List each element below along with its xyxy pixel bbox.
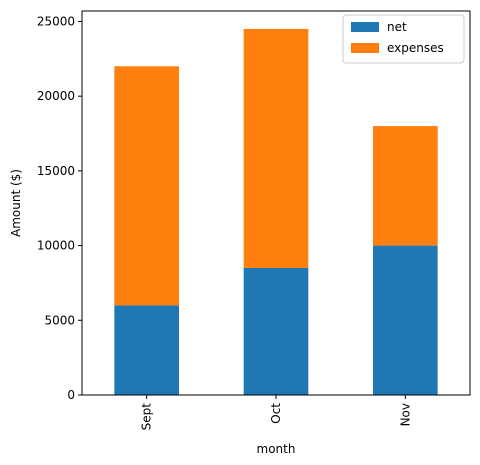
x-tick-label: Nov	[398, 403, 412, 426]
y-tick-label: 25000	[37, 14, 75, 28]
bar-group	[114, 28, 438, 395]
legend-label-net: net	[387, 20, 407, 34]
bar-expenses-nov	[373, 126, 438, 246]
x-tick-label: Oct	[269, 403, 283, 424]
legend-swatch-expenses	[351, 43, 379, 53]
y-tick-label: 5000	[44, 313, 75, 327]
y-tick-label: 0	[67, 388, 75, 402]
x-tick-label: Sept	[140, 403, 154, 431]
x-axis-label: month	[257, 442, 296, 456]
bar-net-oct	[243, 267, 309, 395]
legend-label-expenses: expenses	[387, 41, 444, 55]
legend: net expenses	[342, 14, 465, 64]
y-tick-label: 20000	[37, 89, 75, 103]
bar-expenses-oct	[243, 28, 309, 268]
bar-net-sept	[114, 305, 179, 395]
legend-swatch-net	[351, 22, 379, 32]
y-tick-label: 10000	[37, 239, 75, 253]
bar-expenses-sept	[114, 66, 179, 306]
y-axis-label: Amount ($)	[9, 169, 23, 237]
plot-frame	[81, 10, 471, 396]
y-tick-label: 15000	[37, 164, 75, 178]
x-axis: Sept Oct Nov	[140, 395, 412, 431]
bar-net-nov	[373, 245, 438, 395]
y-axis: 0 5000 10000 15000 20000 25000	[37, 14, 82, 402]
